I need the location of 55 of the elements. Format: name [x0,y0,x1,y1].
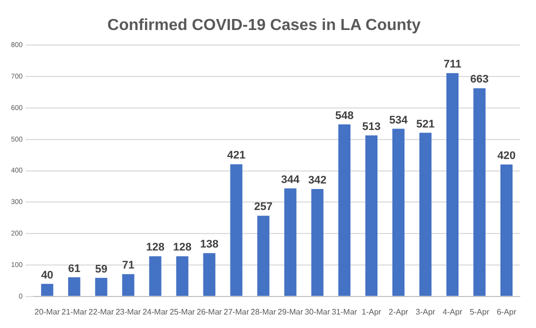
bar [392,128,404,296]
bar [122,274,134,296]
data-label: 59 [95,263,108,276]
bar [419,132,432,296]
x-tick-label: 28-Mar [250,307,276,316]
x-tick-label: 2-Apr [388,307,409,316]
data-label: 421 [227,150,246,162]
data-label: 61 [68,262,80,275]
bar [473,88,486,296]
data-label: 342 [308,174,327,187]
bar [41,284,54,296]
data-label: 71 [122,260,134,272]
data-label: 548 [335,110,354,122]
x-tick-label: 22-Mar [88,307,114,316]
bar [338,124,350,296]
x-tick-label: 26-Mar [196,307,222,316]
bar [95,278,108,296]
x-tick-label: 27-Mar [224,307,250,316]
bar [68,277,80,296]
x-tick-label: 30-Mar [304,307,330,316]
bar [176,256,188,296]
chart-title: Confirmed COVID-19 Cases in LA County [107,17,421,34]
bar [284,188,296,296]
bar [257,216,270,296]
bar [203,253,216,296]
x-tick-label: 1-Apr [362,307,382,316]
x-tick-label: 20-Mar [34,307,60,316]
x-tick-label: 23-Mar [116,307,142,316]
x-tick-label: 6-Apr [496,307,517,316]
data-label: 128 [146,242,164,254]
x-tick-label: 21-Mar [62,307,88,316]
data-label: 663 [470,74,489,86]
x-tick-label: 29-Mar [278,307,304,316]
bar [500,164,513,296]
data-label: 513 [362,120,381,133]
data-label: 257 [254,201,273,214]
data-label: 534 [389,114,408,126]
data-label: 128 [173,242,192,254]
bar [149,256,162,296]
data-label: 40 [41,269,54,282]
x-tick-label: 25-Mar [170,307,196,316]
x-tick-label: 3-Apr [416,307,436,316]
x-tick-label: 4-Apr [442,307,463,316]
bar [446,73,459,296]
bar [311,189,324,296]
bar [365,135,378,296]
x-tick-label: 24-Mar [142,307,168,316]
x-tick-label: 31-Mar [332,307,358,316]
data-label: 344 [281,174,300,186]
x-tick-label: 5-Apr [470,307,490,316]
data-label: 521 [416,118,435,130]
data-label: 711 [444,58,462,71]
data-label: 138 [200,238,218,251]
data-label: 420 [497,150,516,162]
bar [230,164,242,296]
